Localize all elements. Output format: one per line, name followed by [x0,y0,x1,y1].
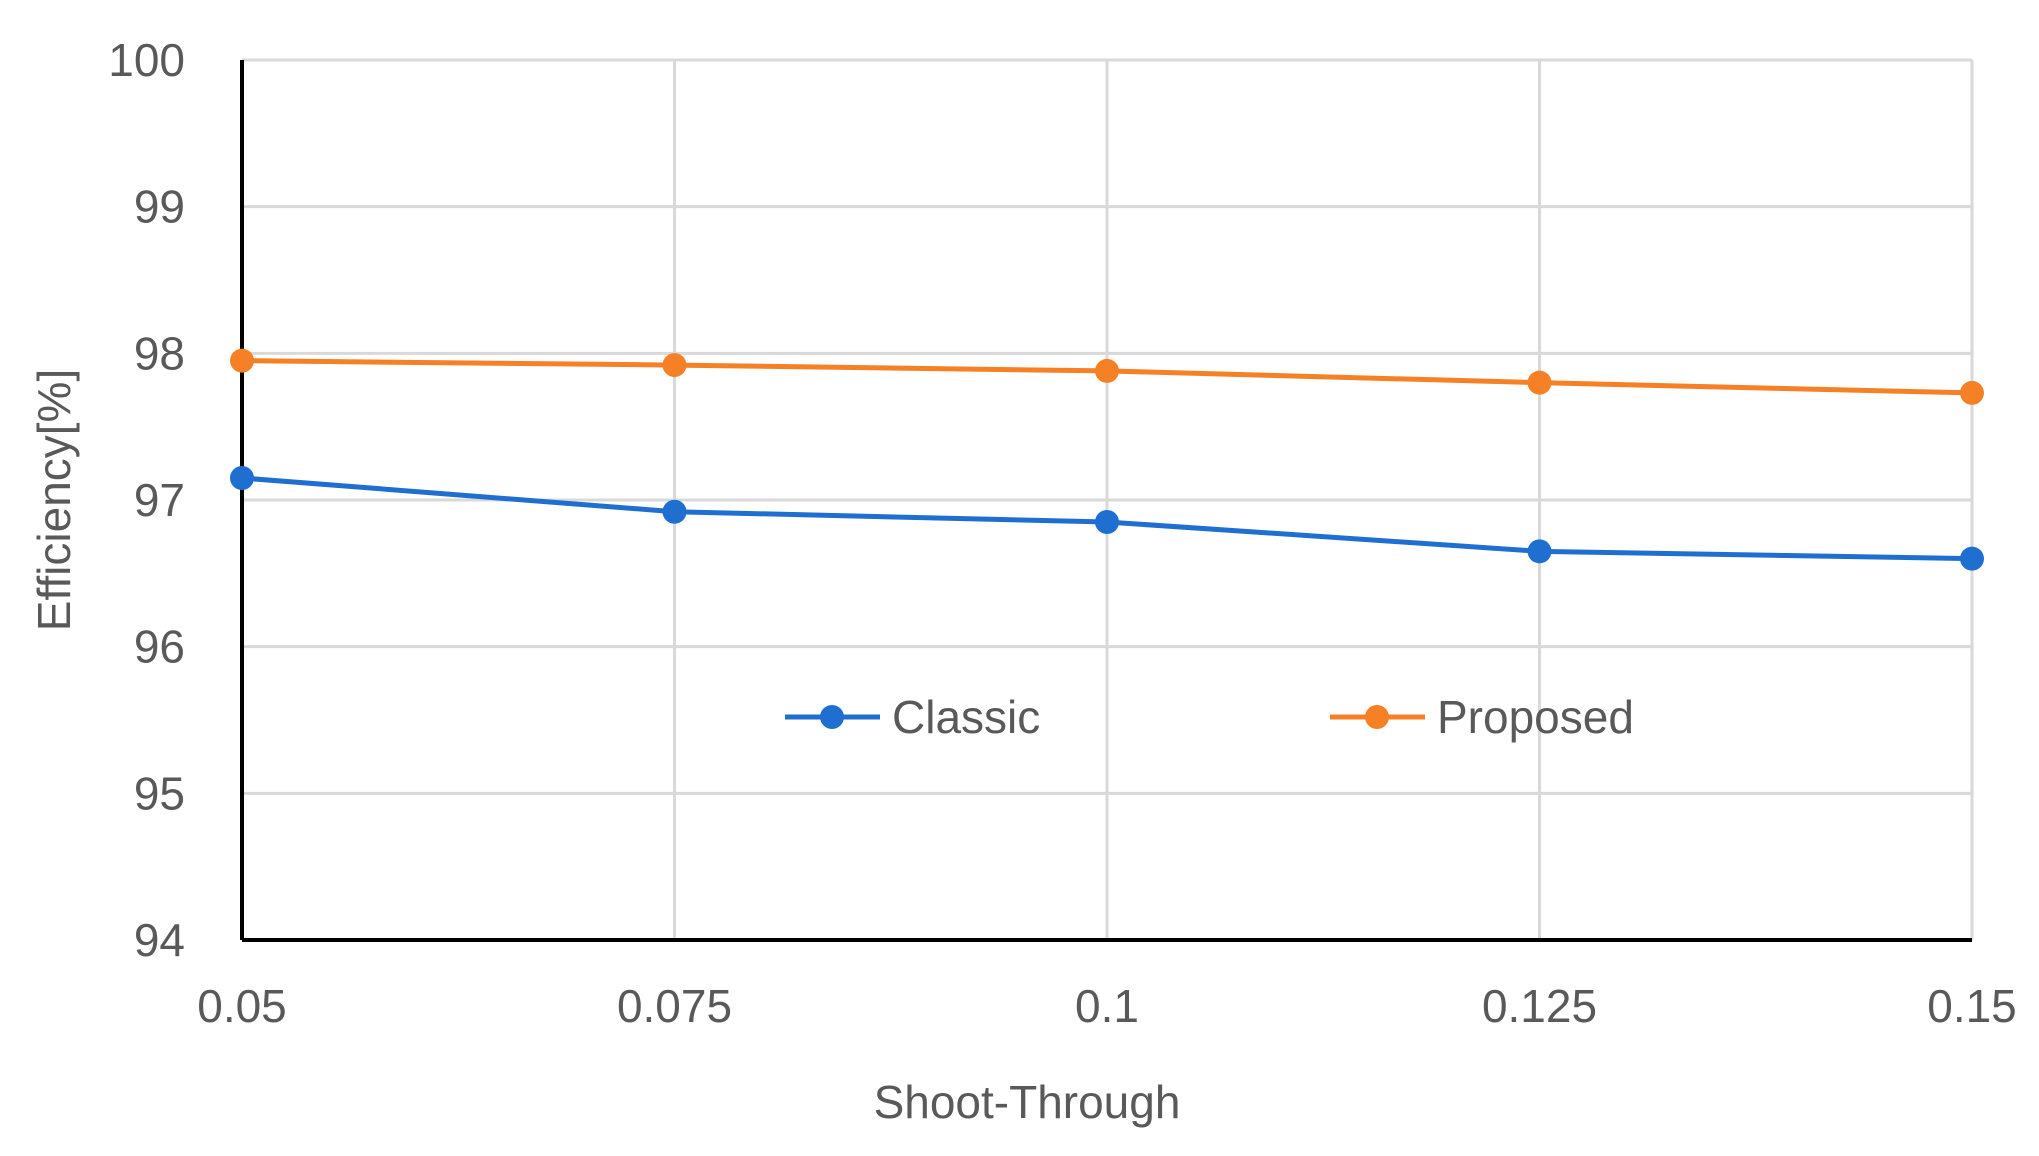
legend-swatch-marker [820,705,844,729]
data-point-classic [1527,539,1552,564]
y-tick-label: 94 [134,914,185,966]
legend-item-classic: Classic [785,691,1040,743]
legend-label: Proposed [1437,691,1634,743]
series-lines [230,348,1984,571]
data-point-proposed [1960,380,1984,405]
y-axis-title: Efficiency[%] [28,369,80,631]
y-tick-label: 100 [108,34,185,86]
y-tick-label: 95 [134,767,185,819]
x-tick-label: 0.125 [1482,980,1597,1032]
axes [240,60,1972,942]
data-point-proposed [1527,370,1552,395]
y-tick-label: 98 [134,327,185,379]
legend-swatch-marker [1365,705,1389,729]
y-tick-label: 96 [134,621,185,673]
data-point-proposed [662,353,687,378]
x-tick-label: 0.075 [617,980,732,1032]
legend-label: Classic [892,691,1040,743]
data-point-classic [662,499,687,524]
x-tick-label: 0.05 [197,980,287,1032]
legend: Classic Proposed [785,691,1634,743]
data-point-proposed [230,348,254,373]
tick-labels: 94 95 96 97 98 99 100 0.05 0.075 0.1 0.125 0.15 [108,34,2017,1032]
data-point-classic [1095,510,1119,534]
x-tick-label: 0.15 [1927,980,2017,1032]
data-point-proposed [1095,358,1119,383]
legend-item-proposed: Proposed [1330,691,1634,743]
x-tick-label: 0.1 [1075,980,1139,1032]
x-axis-title: Shoot-Through [874,1076,1181,1128]
y-tick-label: 97 [134,474,185,526]
y-tick-label: 99 [134,181,185,233]
data-point-classic [1960,546,1984,571]
data-point-classic [230,466,254,490]
